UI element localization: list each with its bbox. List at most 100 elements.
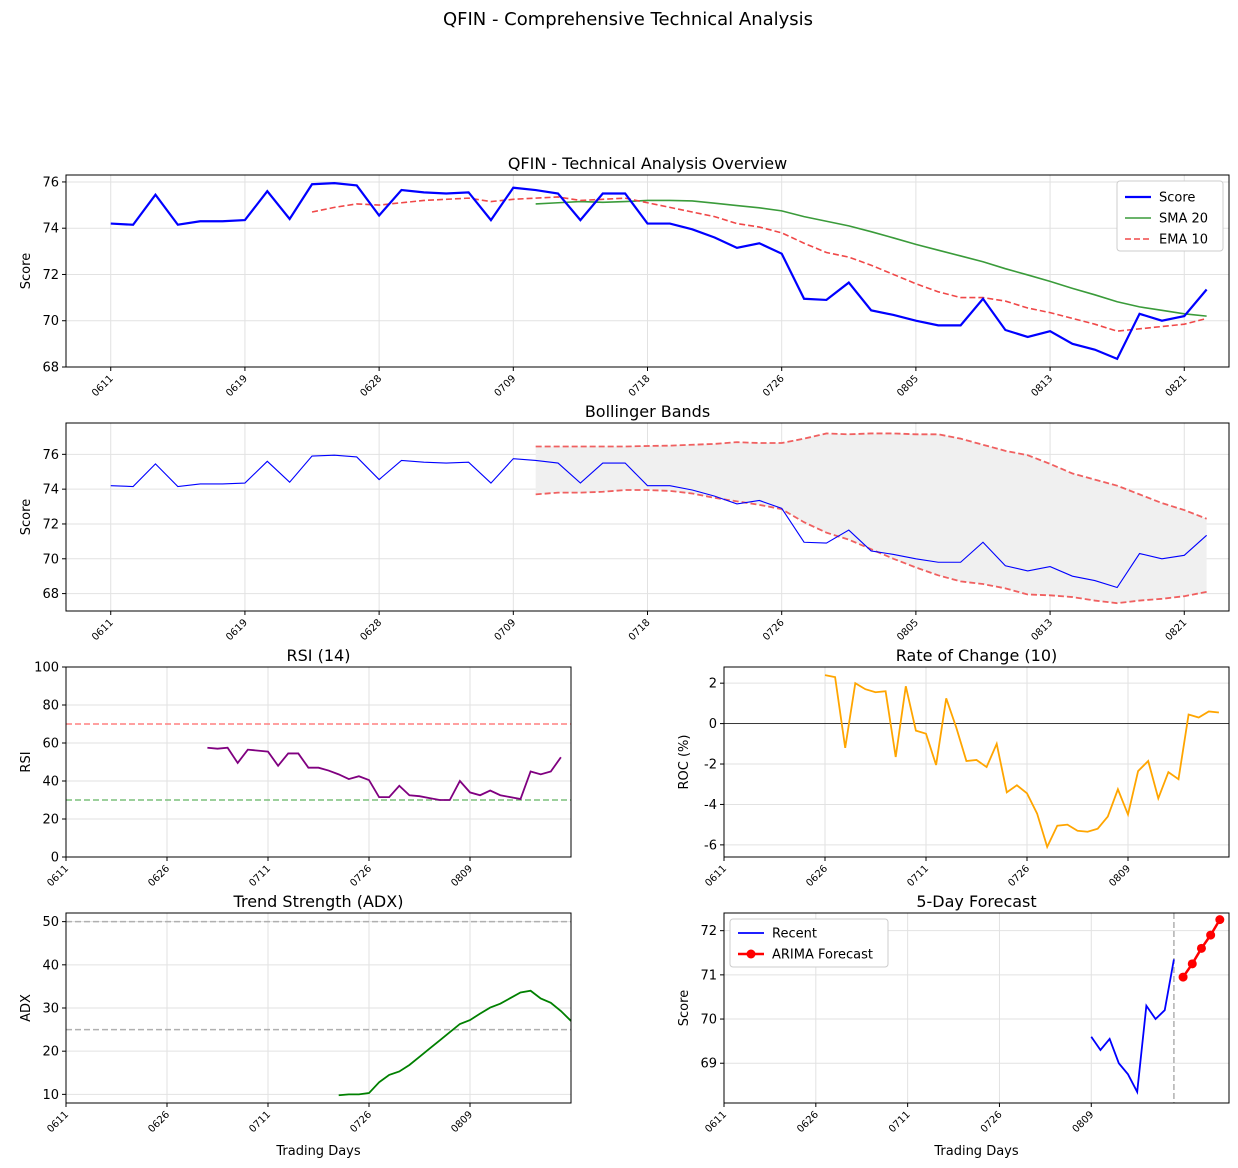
panel-roc: Rate of Change (10) -6 -4 -2 0 2 0611 0626 0711 0…: [677, 646, 1230, 889]
roc-line: [824, 674, 1219, 850]
legend-label: EMA 10: [1159, 233, 1208, 248]
x-tick-label: 0711: [247, 1109, 273, 1135]
x-tick-label: 0628: [358, 617, 384, 643]
panel-title: Rate of Change (10): [896, 646, 1057, 665]
y-tick-label: 100: [34, 661, 59, 676]
axes-frame: [65, 174, 1230, 368]
x-axis-label: Trading Days: [275, 1144, 360, 1159]
y-tick-label: 74: [42, 483, 59, 498]
series-line-ema-10: [311, 196, 1207, 332]
x-tick-label: 0709: [493, 617, 519, 643]
x-tick-label: 0626: [146, 863, 172, 889]
panel-bollinger: Bollinger Bands 68 70 72 74 76 0611 0619 0628 070…: [19, 402, 1230, 643]
x-tick-label: 0726: [1006, 863, 1032, 889]
y-tick-label: 76: [42, 175, 59, 190]
x-tick-label: 0813: [1029, 617, 1055, 643]
x-tick-label: 0611: [90, 617, 116, 643]
x-tick-label: 0809: [1107, 863, 1133, 889]
y-axis-label: RSI: [19, 751, 34, 772]
x-tick-label: 0726: [761, 617, 787, 643]
forecast-point: [1187, 959, 1197, 969]
lower-band-line: [535, 489, 1207, 605]
y-tick-label: 70: [42, 314, 59, 329]
axes-frame: [65, 666, 572, 858]
panel-title: Bollinger Bands: [585, 402, 710, 421]
x-tick-label: 0813: [1029, 373, 1055, 399]
x-tick-label: 0821: [1164, 373, 1190, 399]
x-tick-label: 0809: [449, 863, 475, 889]
adx-line: [338, 989, 572, 1097]
y-tick-label: 40: [42, 958, 59, 973]
legend-box: [729, 918, 889, 968]
y-tick-label: 20: [42, 1045, 59, 1060]
y-tick-label: 72: [42, 268, 59, 283]
x-tick-label: 0718: [627, 373, 653, 399]
series-line-sma-20: [535, 199, 1207, 317]
axes-frame: [723, 912, 1230, 1104]
y-tick-label: 70: [700, 1013, 717, 1028]
x-tick-label: 0709: [493, 373, 519, 399]
x-tick-label: 0711: [887, 1109, 913, 1135]
rsi-line: [207, 746, 562, 801]
y-axis-label: ADX: [19, 994, 34, 1022]
x-tick-label: 0711: [905, 863, 931, 889]
y-tick-label: 60: [42, 737, 59, 752]
x-tick-label: 0611: [45, 863, 71, 889]
y-tick-label: 10: [42, 1088, 59, 1103]
x-tick-label: 0726: [761, 373, 787, 399]
y-tick-label: 68: [42, 361, 59, 376]
x-axis-label: Trading Days: [933, 1144, 1018, 1159]
y-tick-label: 40: [42, 775, 59, 790]
band-fill: [535, 433, 1207, 604]
y-tick-label: 69: [700, 1057, 717, 1072]
panel-adx: Trend Strength (ADX) 10 20 30 40 50 0611 0626 07…: [19, 892, 572, 1159]
score-line: [110, 454, 1207, 589]
x-tick-label: 0626: [146, 1109, 172, 1135]
y-tick-label: 20: [42, 813, 59, 828]
x-tick-label: 0821: [1164, 617, 1190, 643]
legend-label: Score: [1159, 191, 1195, 206]
y-tick-label: 68: [42, 587, 59, 602]
x-tick-label: 0611: [45, 1109, 71, 1135]
panel-overview: QFIN - Technical Analysis Overview 68 70 72…: [19, 154, 1230, 399]
y-tick-label: -4: [704, 798, 717, 813]
x-tick-label: 0611: [703, 863, 729, 889]
y-tick-label: 30: [42, 1002, 59, 1017]
legend-label: ARIMA Forecast: [772, 948, 873, 963]
y-tick-label: 0: [51, 851, 59, 866]
x-tick-label: 0726: [348, 1109, 374, 1135]
y-tick-label: 74: [42, 222, 59, 237]
x-tick-label: 0809: [1071, 1109, 1097, 1135]
y-tick-label: 72: [42, 517, 59, 532]
x-tick-label: 0805: [895, 617, 921, 643]
x-tick-label: 0805: [895, 373, 921, 399]
forecast-point: [1178, 972, 1188, 982]
x-tick-label: 0619: [224, 617, 250, 643]
y-tick-label: 70: [42, 552, 59, 567]
x-tick-label: 0611: [90, 373, 116, 399]
x-tick-label: 0711: [247, 863, 273, 889]
panel-title: QFIN - Technical Analysis Overview: [508, 154, 787, 173]
x-tick-label: 0726: [348, 863, 374, 889]
figure-title: QFIN - Comprehensive Technical Analysis: [443, 9, 813, 30]
y-tick-label: 0: [709, 717, 717, 732]
y-tick-label: -6: [704, 838, 717, 853]
forecast-point: [1215, 915, 1225, 925]
y-tick-label: 71: [700, 968, 717, 983]
legend-label: Recent: [772, 927, 817, 942]
legend-label: SMA 20: [1159, 212, 1208, 227]
y-tick-label: 80: [42, 699, 59, 714]
upper-band-line: [535, 432, 1207, 520]
x-tick-label: 0626: [804, 863, 830, 889]
x-tick-label: 0809: [449, 1109, 475, 1135]
legend-marker: [746, 949, 756, 959]
y-tick-label: 50: [42, 915, 59, 930]
panels: QFIN - Technical Analysis Overview 68 70 72…: [19, 154, 1230, 1159]
axes-frame: [65, 912, 572, 1104]
panel-rsi: RSI (14) 0 20 40 60 80 100 0611 0626 0711 0726 0809…: [19, 646, 572, 889]
panel-forecast: 5-Day Forecast 69 70 71 72 0611 0626 0711 0726 08…: [677, 892, 1230, 1159]
y-tick-label: 2: [709, 677, 717, 692]
x-tick-label: 0611: [703, 1109, 729, 1135]
axes-frame: [723, 666, 1230, 858]
